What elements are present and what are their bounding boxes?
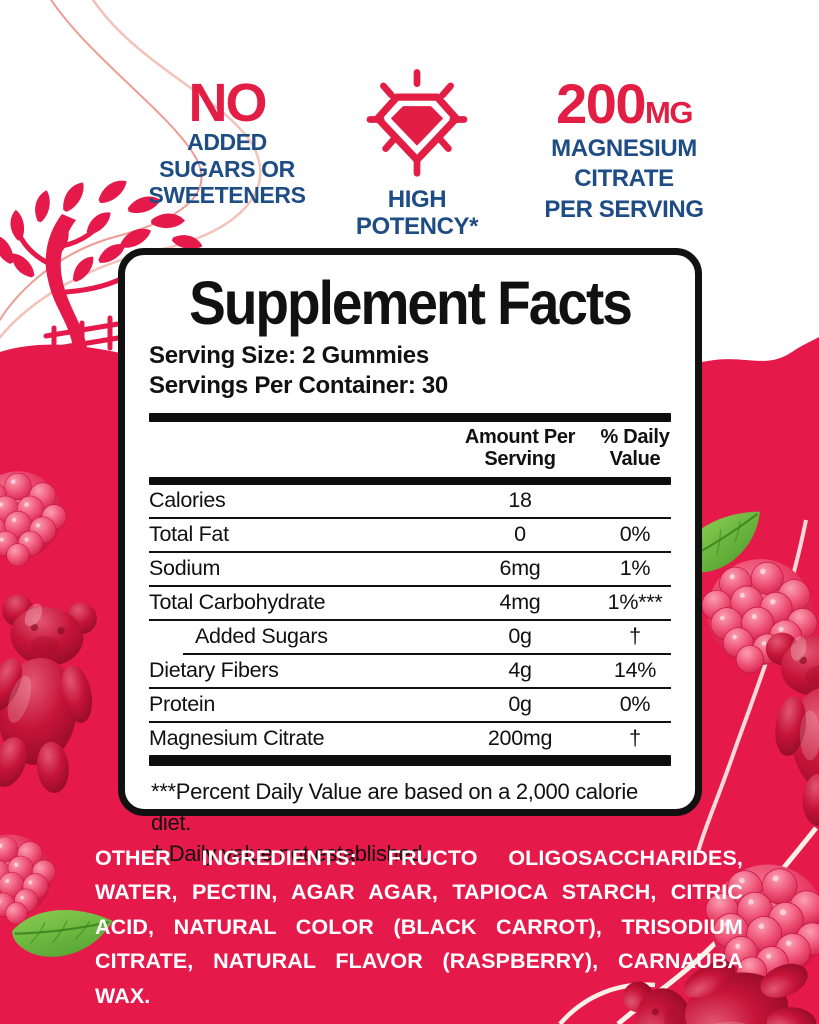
row-amount: 0 (514, 522, 526, 547)
column-header-daily-value: % Daily Value (600, 426, 670, 470)
row-amount: 200mg (487, 726, 553, 751)
column-header-amount: Amount Per Serving (464, 426, 576, 470)
row-amount: 0g (508, 692, 532, 717)
mg-amount: 200 (556, 72, 646, 135)
no-headline: NO (188, 73, 268, 133)
table-row-total-fat: Total Fat 0 0% (149, 517, 671, 551)
row-dv: 14% (613, 658, 657, 683)
raspberry-image-bottom-left (0, 826, 65, 933)
diamond-burst-icon (366, 69, 468, 177)
table-row-protein: Protein 0g 0% (149, 687, 671, 721)
mg-unit: MG (645, 95, 693, 130)
row-name: Protein (149, 692, 216, 717)
divider-thick-under-header (149, 477, 671, 486)
mg-line-3: PER SERVING (544, 195, 704, 223)
row-dv: 1%*** (607, 590, 663, 615)
footnote-line-1: ***Percent Daily Value are based on a 2,… (151, 779, 638, 835)
fence-icon (43, 315, 121, 361)
badge-magnesium-citrate: 200MG MAGNESIUM CITRATE PER SERVING (524, 76, 724, 223)
gummy-bear-image-right (751, 616, 819, 836)
badge-no-added-sugars: NO ADDED SUGARS OR SWEETENERS (134, 73, 320, 208)
table-row-magnesium-citrate: Magnesium Citrate 200mg † (149, 721, 671, 755)
row-name: Sodium (149, 556, 221, 581)
panel-title: Supplement Facts (189, 268, 633, 338)
row-dv: 1% (619, 556, 651, 581)
no-line-3: SWEETENERS (148, 181, 306, 208)
row-dv: † (629, 726, 641, 751)
divider-thick-bottom (149, 755, 671, 767)
supplement-facts-panel: Supplement Facts Serving Size: 2 Gummies… (118, 248, 702, 866)
row-amount: 4g (508, 658, 532, 683)
row-dv: 0% (619, 692, 651, 717)
serving-size: Serving Size: 2 Gummies (149, 342, 429, 369)
table-row-calories: Calories 18 (149, 485, 671, 517)
table-row-total-carbohydrate: Total Carbohydrate 4mg 1%*** (149, 585, 671, 619)
row-name: Calories (149, 488, 226, 513)
row-name: Magnesium Citrate (149, 726, 325, 751)
row-amount: 6mg (499, 556, 541, 581)
row-dv: † (629, 624, 641, 649)
table-row-dietary-fibers: Dietary Fibers 4g 14% (149, 655, 671, 687)
raspberry-image-left (0, 470, 67, 567)
table-row-sodium: Sodium 6mg 1% (149, 551, 671, 585)
high-potency-label: HIGH POTENCY* (355, 186, 479, 241)
no-line-2: SUGARS OR (159, 155, 295, 182)
gummy-bear-image-left (0, 591, 111, 801)
row-name: Dietary Fibers (149, 658, 279, 683)
servings-per-container: Servings Per Container: 30 (149, 372, 448, 399)
badge-high-potency: HIGH POTENCY* (327, 64, 507, 241)
table-header-row: Amount Per Serving % Daily Value (149, 422, 671, 477)
row-name: Added Sugars (195, 624, 328, 649)
other-ingredients-text: FRUCTO OLIGOSACCHARIDES, WATER, PECTIN, … (95, 846, 743, 1008)
row-dv: 0% (619, 522, 651, 547)
mg-line-1: MAGNESIUM (551, 135, 697, 162)
table-row-added-sugars: Added Sugars 0g † (149, 619, 671, 653)
mg-line-2: CITRATE (574, 165, 674, 193)
row-amount: 18 (508, 488, 532, 513)
row-amount: 0g (508, 624, 532, 649)
row-name: Total Carbohydrate (149, 590, 326, 615)
row-name: Total Fat (149, 522, 229, 547)
white-curve-line-1 (696, 519, 808, 853)
raspberry-image-right (689, 547, 819, 686)
no-line-1: ADDED (187, 129, 267, 156)
other-ingredients-label: OTHER INGREDIENTS: (95, 846, 357, 870)
other-ingredients: OTHER INGREDIENTS: FRUCTO OLIGOSACCHARID… (95, 841, 743, 1013)
row-amount: 4mg (499, 590, 541, 615)
divider-thick-top (149, 413, 671, 422)
